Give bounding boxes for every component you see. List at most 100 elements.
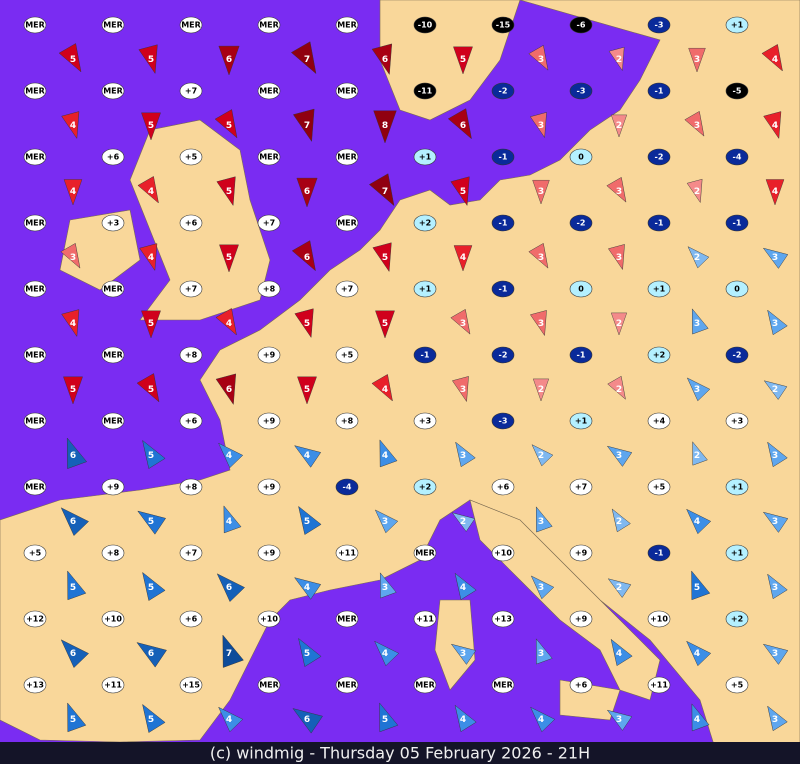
wind-triangle (530, 310, 547, 337)
wind-speed: 5 (148, 121, 154, 131)
wind-arrow (607, 578, 632, 598)
temperature-label: -4 (343, 483, 352, 492)
wind-arrow (606, 709, 633, 731)
temperature-oval (725, 610, 749, 628)
temperature-oval (101, 676, 125, 694)
wind-triangle (139, 243, 158, 272)
wind-speed: 5 (304, 517, 310, 527)
temperature-label: +3 (731, 417, 743, 426)
temperature-label: +6 (497, 483, 510, 492)
temperature-oval (257, 412, 281, 430)
wind-triangle (142, 571, 166, 601)
wind-speed: 4 (226, 451, 232, 461)
temperature-oval (257, 148, 281, 166)
temperature-oval (257, 16, 281, 34)
temperature-label: MER (493, 681, 513, 690)
temperature-label: +7 (341, 285, 353, 294)
wind-arrow (767, 573, 788, 600)
wind-arrow (298, 637, 322, 667)
wind-triangle (298, 637, 322, 667)
temperature-oval (491, 676, 515, 694)
temperature-label: MER (103, 87, 123, 96)
temperature-oval (647, 544, 671, 562)
temperature-label: +1 (419, 285, 432, 294)
wind-arrow (61, 309, 80, 338)
temperature-label: -5 (733, 87, 742, 96)
wind-arrow (142, 439, 166, 469)
temperature-oval (413, 346, 437, 364)
wind-speed: 3 (616, 253, 622, 263)
wind-triangle (294, 577, 322, 600)
wind-triangle (63, 376, 83, 405)
wind-triangle (530, 706, 556, 733)
wind-arrow (454, 704, 477, 732)
wind-arrow (60, 507, 89, 536)
wind-speed: 3 (382, 583, 388, 593)
wind-arrow (536, 506, 553, 533)
wind-triangle (530, 575, 555, 600)
temperature-oval (23, 280, 47, 298)
wind-speed: 2 (694, 253, 700, 263)
temperature-label: MER (25, 417, 45, 426)
wind-triangle (60, 242, 81, 269)
wind-arrow (610, 312, 628, 336)
wind-triangle (765, 179, 785, 206)
wind-triangle (371, 43, 392, 76)
temperature-label: MER (259, 681, 279, 690)
wind-speed: 2 (616, 55, 622, 65)
wind-triangle (536, 638, 553, 665)
temperature-label: +6 (575, 681, 588, 690)
wind-speed: 4 (382, 385, 388, 395)
temperature-label: -1 (577, 351, 586, 360)
temperature-label: MER (25, 483, 45, 492)
wind-arrow (142, 703, 166, 733)
temperature-label: +9 (263, 483, 276, 492)
wind-speed: 6 (460, 121, 466, 131)
wind-speed: 7 (382, 187, 388, 197)
temperature-label: +7 (185, 549, 197, 558)
wind-arrow (608, 46, 625, 72)
wind-triangle (216, 573, 245, 602)
temperature-label: +13 (26, 681, 44, 690)
wind-arrow (219, 244, 239, 273)
wind-triangle (222, 634, 244, 668)
temperature-oval (491, 412, 515, 430)
wind-speed: 6 (304, 253, 310, 263)
temperature-oval (335, 214, 359, 232)
wind-arrow (763, 111, 782, 140)
wind-triangle (60, 507, 89, 536)
wind-arrow (763, 380, 788, 400)
wind-speed: 6 (226, 385, 232, 395)
temperature-label: -1 (499, 219, 508, 228)
temperature-oval (647, 412, 671, 430)
wind-speed: 2 (694, 451, 700, 461)
wind-triangle (452, 376, 469, 403)
wind-triangle (692, 308, 709, 335)
wind-speed: 5 (226, 121, 232, 131)
wind-triangle (530, 112, 547, 139)
temperature-oval (413, 544, 437, 562)
wind-speed: 7 (304, 121, 310, 131)
temperature-oval (413, 412, 437, 430)
wind-arrow (63, 179, 83, 206)
temperature-oval (23, 148, 47, 166)
temperature-oval (257, 610, 281, 628)
wind-triangle (291, 41, 317, 75)
temperature-label: MER (337, 615, 357, 624)
wind-triangle (141, 310, 161, 339)
wind-arrow (686, 377, 711, 402)
wind-arrow (372, 242, 392, 273)
temperature-oval (647, 16, 671, 34)
wind-arrow (610, 114, 628, 138)
wind-arrow (138, 44, 158, 75)
wind-triangle (450, 308, 471, 335)
temperature-label: +11 (338, 549, 356, 558)
wind-triangle (763, 111, 782, 140)
wind-triangle (453, 245, 473, 272)
temperature-oval (569, 214, 593, 232)
wind-triangle (294, 308, 314, 339)
wind-speed: 3 (460, 319, 466, 329)
wind-arrow (136, 373, 160, 403)
wind-speed: 6 (70, 649, 76, 659)
wind-arrow (141, 112, 161, 141)
